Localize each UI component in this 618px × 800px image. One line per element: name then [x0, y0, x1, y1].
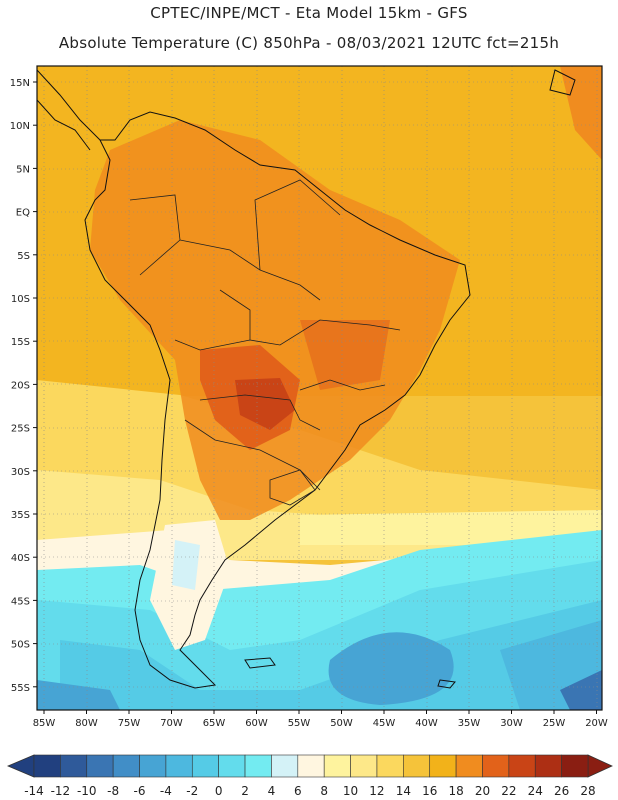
- lat-label: 15S: [11, 337, 30, 348]
- lon-label: 55W: [288, 718, 311, 729]
- lon-label: 35W: [458, 718, 481, 729]
- lat-label: 5S: [17, 251, 30, 262]
- colorbar-label: 20: [475, 784, 490, 798]
- colorbar-swatch: [455, 754, 483, 778]
- colorbar-label: -6: [134, 784, 146, 798]
- colorbar-label: -10: [77, 784, 97, 798]
- colorbar-swatch: [271, 754, 299, 778]
- lat-label: 35S: [11, 510, 30, 521]
- colorbar-label: 6: [294, 784, 302, 798]
- lon-label: 30W: [500, 718, 523, 729]
- lat-label: 10N: [10, 121, 30, 132]
- colorbar-label: 2: [241, 784, 249, 798]
- colorbar-swatch: [86, 754, 114, 778]
- colorbar-label: 4: [268, 784, 276, 798]
- coastlines: [37, 69, 576, 689]
- colorbar-label: 8: [320, 784, 328, 798]
- colorbar-swatch: [376, 754, 404, 778]
- map-title: CPTEC/INPE/MCT - Eta Model 15km - GFS: [150, 4, 468, 22]
- lat-label: EQ: [16, 208, 30, 219]
- colorbar-swatch: [218, 754, 246, 778]
- colorbar-label: -4: [160, 784, 172, 798]
- lon-label: 50W: [330, 718, 353, 729]
- lon-label: 40W: [415, 718, 438, 729]
- lat-label: 20S: [11, 380, 30, 391]
- lon-label: 45W: [373, 718, 396, 729]
- temperature-field: [37, 66, 602, 710]
- lon-label: 60W: [245, 718, 268, 729]
- colorbar-swatch: [508, 754, 536, 778]
- colorbar-label: 10: [343, 784, 358, 798]
- colorbar-label: 0: [215, 784, 223, 798]
- colorbar-label: -12: [51, 784, 71, 798]
- map-frame: [36, 65, 603, 711]
- colorbar-label: -14: [24, 784, 44, 798]
- colorbar: -14 -12 -10 -8 -6 -4 -2 0 2 4 6 8 10 12 14 16 18 20 22 24 26…: [6, 754, 613, 798]
- colorbar-swatch: [244, 754, 272, 778]
- lon-label: 85W: [33, 718, 56, 729]
- colorbar-label: -8: [107, 784, 119, 798]
- colorbar-label: 16: [422, 784, 437, 798]
- colorbar-label: 24: [528, 784, 543, 798]
- longitude-axis: 85W 80W 75W 70W 65W 60W 55W 50W 45W 40W 35W 30W 25W 2…: [33, 710, 608, 729]
- colorbar-swatch: [297, 754, 325, 778]
- colorbar-label: 26: [554, 784, 569, 798]
- lat-label: 45S: [11, 596, 30, 607]
- colorbar-swatch: [403, 754, 431, 778]
- colorbar-swatch: [350, 754, 378, 778]
- colorbar-swatch: [60, 754, 88, 778]
- lon-label: 70W: [160, 718, 183, 729]
- colorbar-swatch: [33, 754, 61, 778]
- lat-label: 50S: [11, 640, 30, 651]
- colorbar-swatch: [323, 754, 351, 778]
- lat-label: 55S: [11, 683, 30, 694]
- lat-label: 40S: [11, 553, 30, 564]
- lat-label: 15N: [10, 78, 30, 89]
- lon-label: 25W: [543, 718, 566, 729]
- lat-label: 30S: [11, 467, 30, 478]
- colorbar-min-arrow: [6, 754, 35, 778]
- colorbar-label: 18: [448, 784, 463, 798]
- lat-label: 10S: [11, 294, 30, 305]
- colorbar-swatch: [165, 754, 193, 778]
- latitude-axis: 15N 10N 5N EQ 5S 10S 15S 20S 25S 30S 35S 40S 45S 50S 5…: [10, 78, 37, 694]
- lon-label: 80W: [75, 718, 98, 729]
- lat-label: 5N: [16, 164, 30, 175]
- lat-label: 25S: [11, 424, 30, 435]
- colorbar-swatch: [561, 754, 589, 778]
- colorbar-label: 22: [501, 784, 516, 798]
- colorbar-label: 28: [580, 784, 595, 798]
- colorbar-swatch: [534, 754, 562, 778]
- colorbar-label: 12: [369, 784, 384, 798]
- colorbar-swatch: [482, 754, 510, 778]
- colorbar-max-arrow: [587, 754, 613, 778]
- colorbar-swatch: [429, 754, 457, 778]
- lon-label: 20W: [585, 718, 608, 729]
- lon-label: 75W: [118, 718, 141, 729]
- colorbar-label: 14: [396, 784, 411, 798]
- colorbar-label: -2: [186, 784, 198, 798]
- map-subtitle: Absolute Temperature (C) 850hPa - 08/03/…: [58, 34, 560, 52]
- colorbar-swatch: [112, 754, 140, 778]
- colorbar-swatch: [139, 754, 167, 778]
- lon-label: 65W: [203, 718, 226, 729]
- colorbar-swatch: [191, 754, 219, 778]
